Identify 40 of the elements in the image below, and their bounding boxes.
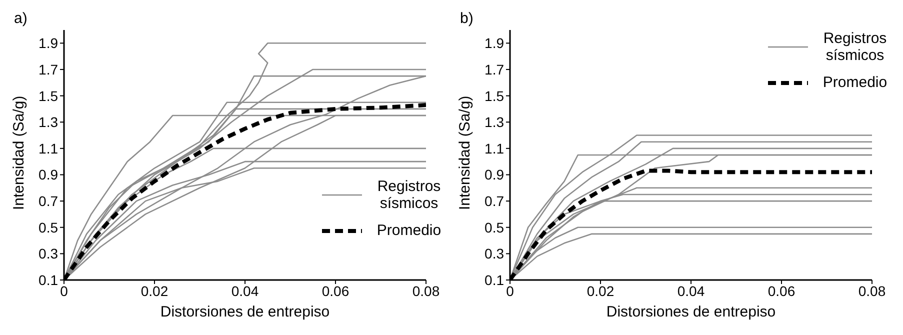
x-tick-label: 0 — [60, 282, 68, 299]
x-axis-title: Distorsiones de entrepiso — [160, 304, 330, 321]
y-tick-label: 1.9 — [484, 35, 504, 52]
y-tick-label: 0.3 — [484, 246, 504, 262]
x-axis-title: Distorsiones de entrepiso — [606, 304, 776, 321]
y-axis-title: Intensidad (Sa/g) — [10, 96, 28, 210]
y-tick-label: 0.9 — [38, 166, 58, 183]
y-tick-label: 1.1 — [38, 140, 58, 156]
y-tick-label: 0.1 — [38, 272, 58, 288]
y-tick-label: 0.7 — [484, 193, 504, 210]
x-tick-label: 0.08 — [858, 282, 886, 299]
y-tick-label: 0.7 — [38, 193, 58, 210]
legend-label: Promedio — [376, 222, 442, 239]
y-tick-label: 1.7 — [38, 61, 58, 78]
x-tick-label: 0.06 — [322, 282, 350, 299]
x-tick-label: 0.04 — [677, 282, 705, 299]
x-tick-label: 0.06 — [768, 282, 796, 299]
legend-label: Registros sísmicos — [822, 30, 888, 64]
y-tick-label: 0.1 — [484, 272, 504, 288]
chart-title: b) — [460, 10, 474, 27]
y-tick-label: 1.5 — [484, 88, 504, 104]
x-tick-label: 0.02 — [586, 282, 614, 299]
y-tick-label: 1.1 — [484, 140, 504, 156]
y-tick-label: 0.3 — [38, 246, 58, 262]
legend-label: Promedio — [822, 74, 888, 91]
y-axis-title: Intensidad (Sa/g) — [456, 96, 474, 210]
y-tick-label: 1.7 — [484, 61, 504, 78]
y-tick-label: 1.3 — [38, 114, 58, 130]
x-tick-label: 0 — [506, 282, 514, 299]
y-tick-label: 0.5 — [38, 219, 58, 236]
x-tick-label: 0.08 — [412, 282, 440, 299]
y-tick-label: 0.9 — [484, 166, 504, 183]
y-tick-label: 1.5 — [38, 88, 58, 104]
y-tick-label: 1.3 — [484, 114, 504, 130]
chart-title: a) — [14, 10, 28, 27]
y-tick-label: 1.9 — [38, 35, 58, 52]
y-tick-label: 0.5 — [484, 219, 504, 236]
x-tick-label: 0.02 — [140, 282, 168, 299]
x-tick-label: 0.04 — [231, 282, 259, 299]
legend-label: Registros sísmicos — [376, 178, 442, 212]
